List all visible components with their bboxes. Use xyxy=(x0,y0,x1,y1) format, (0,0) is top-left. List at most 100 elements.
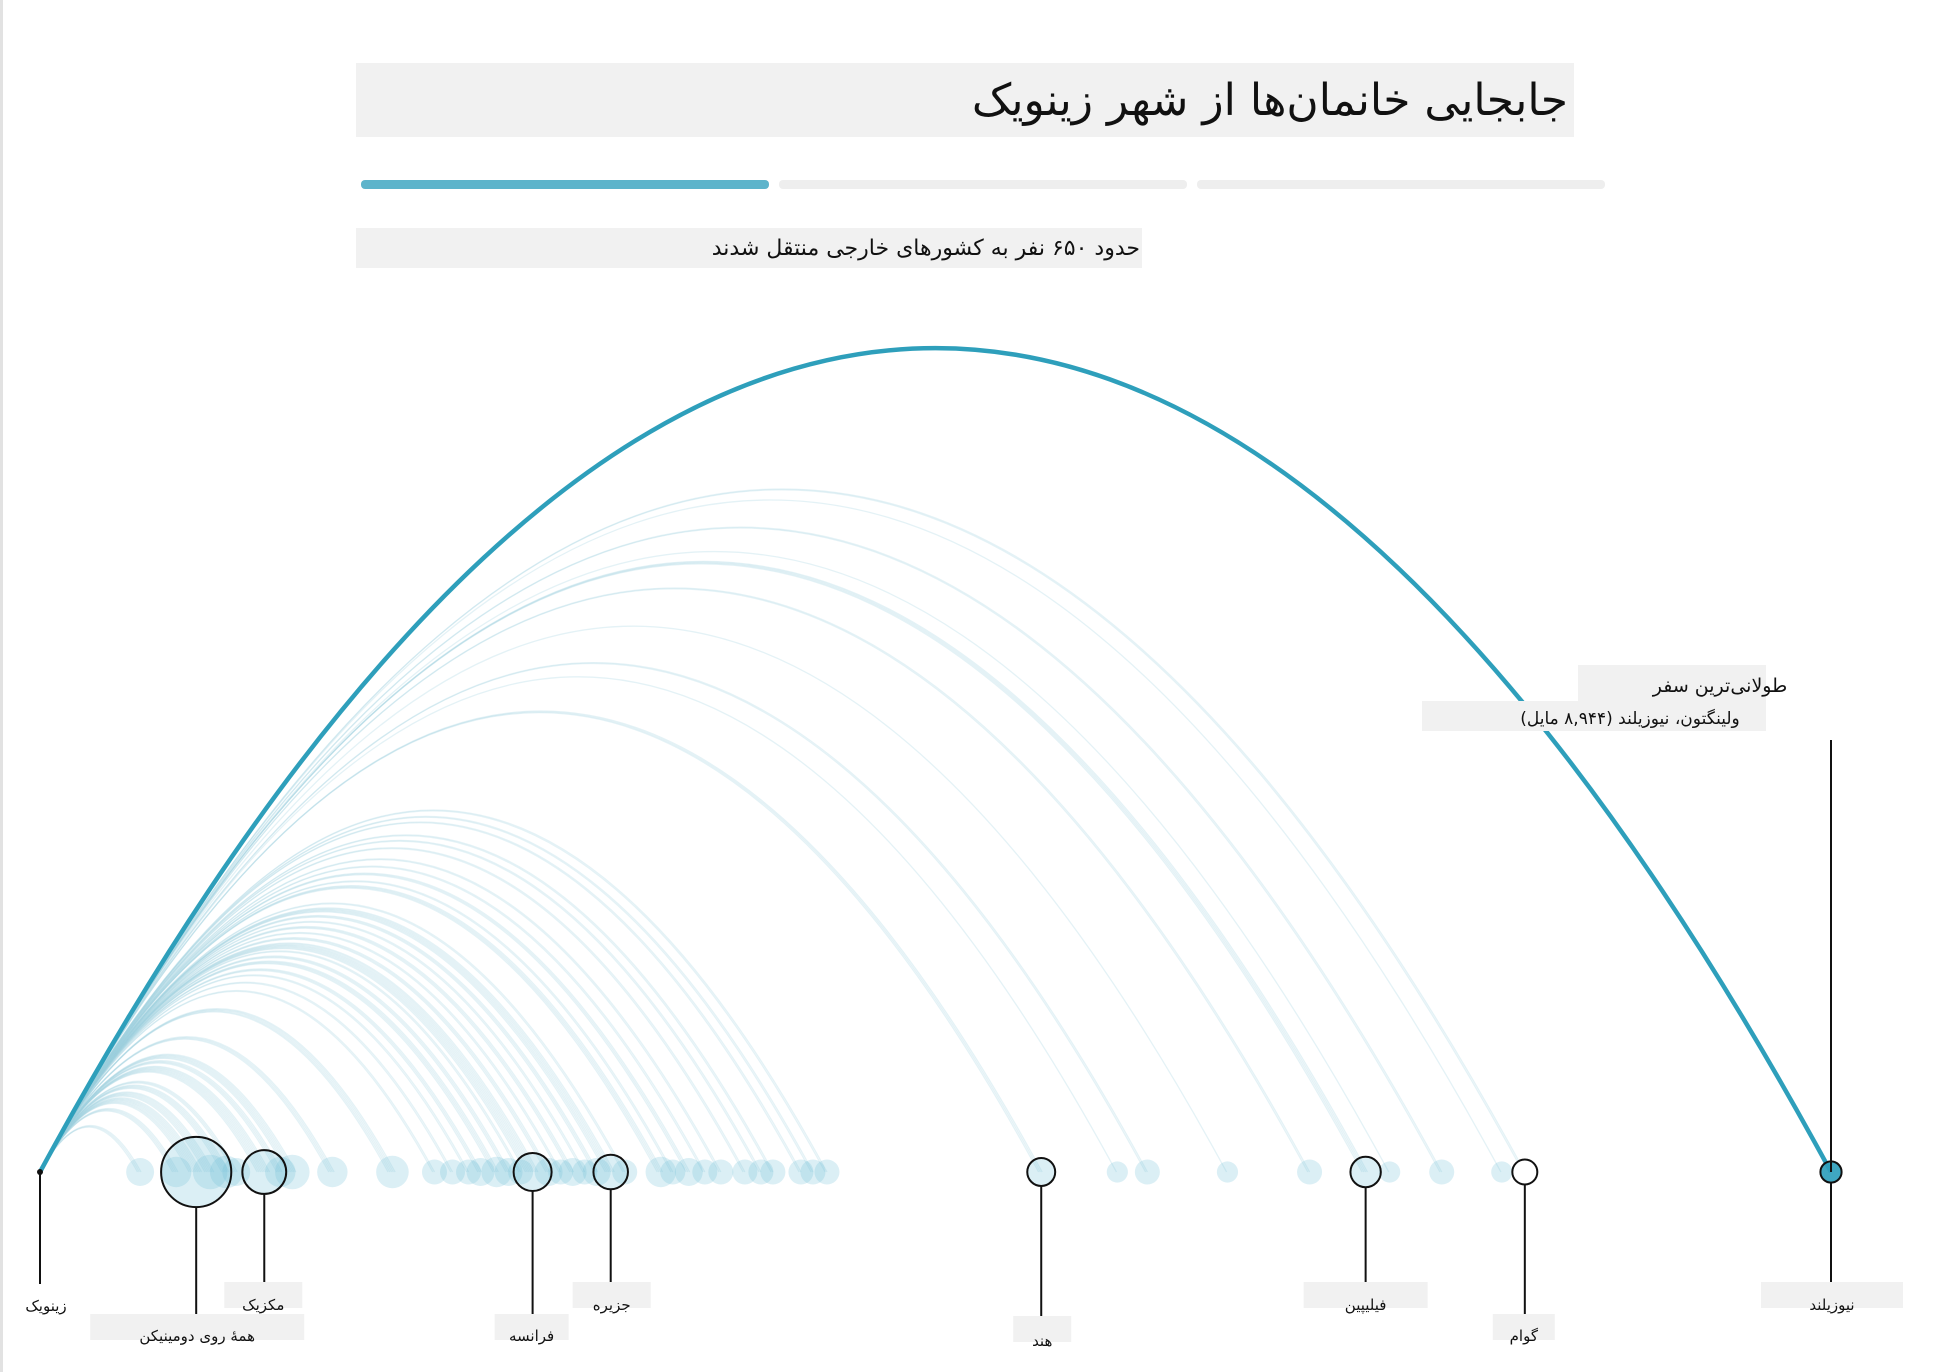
destination-dot[interactable] xyxy=(126,1158,155,1186)
destination-dot[interactable] xyxy=(788,1159,814,1185)
journey-arc xyxy=(39,1038,330,1173)
destination-dot[interactable] xyxy=(192,1154,228,1190)
destination-dot[interactable] xyxy=(760,1159,786,1185)
journey-arc xyxy=(39,711,1041,1173)
journey-arc xyxy=(39,969,481,1173)
journey-arc xyxy=(39,873,689,1173)
journey-arc xyxy=(39,821,802,1173)
destination-dot[interactable] xyxy=(242,1150,287,1194)
progress-step-1[interactable] xyxy=(361,180,769,189)
journey-arc xyxy=(39,1009,394,1173)
destination-dot[interactable] xyxy=(660,1159,686,1185)
journey-arc xyxy=(39,947,528,1173)
destination-dot[interactable] xyxy=(1134,1159,1160,1185)
destination-dot[interactable] xyxy=(1106,1161,1128,1183)
progress-step-3[interactable] xyxy=(1197,180,1605,189)
journey-arc xyxy=(39,960,499,1173)
destination-dot[interactable] xyxy=(692,1159,718,1185)
journey-arc xyxy=(39,886,662,1173)
destination-dot[interactable] xyxy=(612,1159,638,1185)
destination-dot[interactable] xyxy=(708,1159,734,1185)
longest-journey-arc[interactable] xyxy=(38,345,1833,1174)
journey-arc xyxy=(39,968,482,1173)
journey-arc xyxy=(39,942,539,1173)
arc-layer xyxy=(38,345,1833,1174)
journey-arc xyxy=(39,676,1118,1173)
destination-label-box xyxy=(1492,1314,1555,1340)
journey-arc xyxy=(39,1036,335,1173)
destination-dot[interactable] xyxy=(421,1159,447,1185)
destination-dot[interactable] xyxy=(376,1155,409,1189)
destination-dot[interactable] xyxy=(513,1152,552,1192)
journey-arc xyxy=(39,880,674,1173)
journey-arc xyxy=(39,969,479,1173)
journey-arc xyxy=(39,981,454,1173)
destination-dot[interactable] xyxy=(1379,1161,1401,1183)
destination-dot[interactable] xyxy=(582,1158,611,1186)
journey-arc xyxy=(39,910,608,1173)
destination-dot[interactable] xyxy=(481,1156,512,1188)
subtitle-box: حدود ۶۵۰ نفر به کشورهای خارجی منتقل شدند xyxy=(356,228,1142,268)
destination-dot[interactable] xyxy=(748,1159,774,1185)
destination-dot[interactable] xyxy=(572,1159,598,1185)
destination-label-box xyxy=(572,1282,651,1308)
journey-arc xyxy=(39,1009,393,1173)
destination-dot[interactable] xyxy=(800,1159,826,1185)
progress-step-2[interactable] xyxy=(779,180,1187,189)
journey-arc xyxy=(39,907,615,1173)
journey-arc xyxy=(39,990,436,1173)
destination-dot[interactable] xyxy=(732,1159,758,1185)
destination-label: جزیره xyxy=(593,1296,631,1314)
destination-dot[interactable] xyxy=(674,1158,703,1186)
destination-dot[interactable] xyxy=(645,1156,676,1188)
journey-arc xyxy=(39,1067,267,1173)
journey-arc xyxy=(39,909,610,1173)
destination-dot[interactable] xyxy=(1297,1159,1323,1185)
journey-arc xyxy=(39,932,562,1173)
journey-arc xyxy=(39,1082,235,1173)
journey-arc xyxy=(39,866,704,1173)
destination-dot[interactable] xyxy=(265,1156,296,1188)
labeled-destination-marker[interactable] xyxy=(1511,1158,1539,1186)
journey-arc xyxy=(39,834,774,1173)
journey-arc xyxy=(39,488,1526,1173)
destination-dot[interactable] xyxy=(466,1158,495,1186)
journey-arc xyxy=(39,1061,280,1173)
destination-dot[interactable] xyxy=(548,1159,574,1185)
destination-dot[interactable] xyxy=(317,1156,348,1188)
journey-arc xyxy=(39,587,1311,1173)
journey-arc xyxy=(39,347,1831,1173)
destination-dot[interactable] xyxy=(534,1158,563,1186)
journey-arc xyxy=(39,526,1443,1173)
destination-dot[interactable] xyxy=(440,1159,466,1185)
journey-arc xyxy=(39,956,509,1173)
destination-label: نیوزیلند xyxy=(1809,1296,1854,1314)
journey-arc xyxy=(39,1069,262,1173)
destination-dot[interactable] xyxy=(558,1158,587,1186)
journey-arc xyxy=(39,562,1365,1173)
title-box: جابجایی خانمان‌ها از شهر زینویک xyxy=(356,63,1574,137)
destination-dot[interactable] xyxy=(209,1155,243,1189)
destination-dot[interactable] xyxy=(1429,1159,1455,1185)
destination-dot[interactable] xyxy=(1491,1161,1513,1183)
labeled-destination-marker[interactable] xyxy=(592,1153,629,1191)
destination-dot[interactable] xyxy=(161,1136,232,1208)
annotation-line2-box xyxy=(1422,701,1766,731)
destination-dot[interactable] xyxy=(160,1156,192,1188)
journey-arc xyxy=(39,1086,226,1173)
destination-dot[interactable] xyxy=(1216,1161,1239,1183)
destination-dot[interactable] xyxy=(1027,1158,1056,1186)
destination-dot[interactable] xyxy=(275,1154,310,1190)
destination-label: گوام xyxy=(1510,1327,1539,1345)
journey-arc xyxy=(39,499,1502,1173)
journey-arc xyxy=(39,810,826,1173)
journey-arc xyxy=(39,951,520,1173)
destination-dot[interactable] xyxy=(814,1159,840,1185)
destination-dot[interactable] xyxy=(1350,1156,1381,1188)
destination-dot[interactable] xyxy=(456,1159,482,1185)
destination-dot[interactable] xyxy=(593,1154,628,1190)
leader-layer xyxy=(39,1172,1832,1316)
journey-arc xyxy=(39,1081,236,1173)
journey-arc xyxy=(39,975,468,1173)
journey-arc xyxy=(39,625,1228,1173)
